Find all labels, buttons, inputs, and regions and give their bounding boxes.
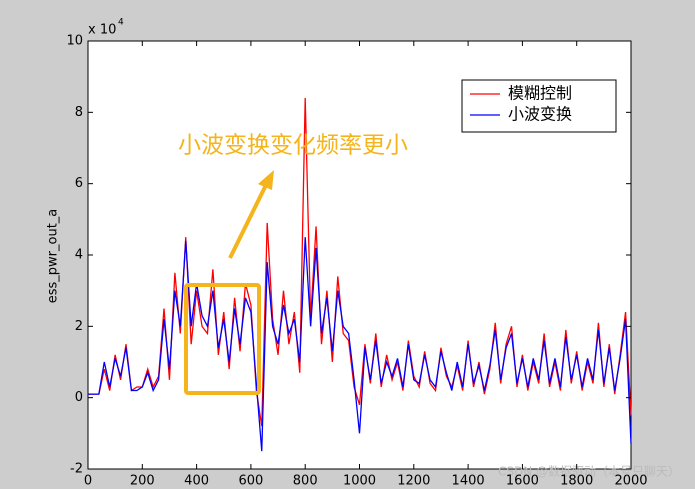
y-tick-label: 10: [66, 34, 83, 49]
x-tick-label: 2000: [614, 474, 647, 489]
y-multiplier: x 10: [88, 23, 116, 38]
y-axis-label: ess_pwr_out_a: [46, 209, 61, 304]
x-tick-label: 1800: [560, 474, 593, 489]
legend-box: [461, 79, 617, 133]
x-tick-label: 1000: [343, 474, 376, 489]
y-tick-label: 2: [75, 319, 83, 334]
y-tick-label: 0: [75, 390, 83, 405]
plot-area: [88, 98, 632, 452]
x-tick-label: 1200: [397, 474, 430, 489]
annotation: 小波变换变化频率更小: [178, 133, 408, 159]
x-tick-label: 0: [84, 474, 92, 489]
x-tick-label: 1400: [452, 474, 485, 489]
y-tick-label: 8: [75, 105, 83, 120]
series-line: [88, 237, 632, 452]
x-tick-label: 600: [238, 474, 263, 489]
arrow-shaft: [228, 184, 268, 259]
x-tick-label: 400: [184, 474, 209, 489]
highlight-box: [184, 283, 261, 395]
x-tick-label: 200: [130, 474, 155, 489]
x-tick-label: 1600: [506, 474, 539, 489]
watermark: CSDN @数据驱动（本号只聊天）: [498, 464, 680, 479]
y-tick-label: 4: [75, 248, 83, 263]
legend-label: 小波变换: [508, 105, 572, 124]
legend-label: 模糊控制: [508, 84, 572, 103]
arrow-head: [258, 170, 274, 190]
y-tick-label: -2: [70, 462, 83, 477]
x-tick-label: 800: [293, 474, 318, 489]
y-multiplier-exponent: 4: [118, 18, 124, 28]
y-tick-label: 6: [75, 176, 83, 191]
